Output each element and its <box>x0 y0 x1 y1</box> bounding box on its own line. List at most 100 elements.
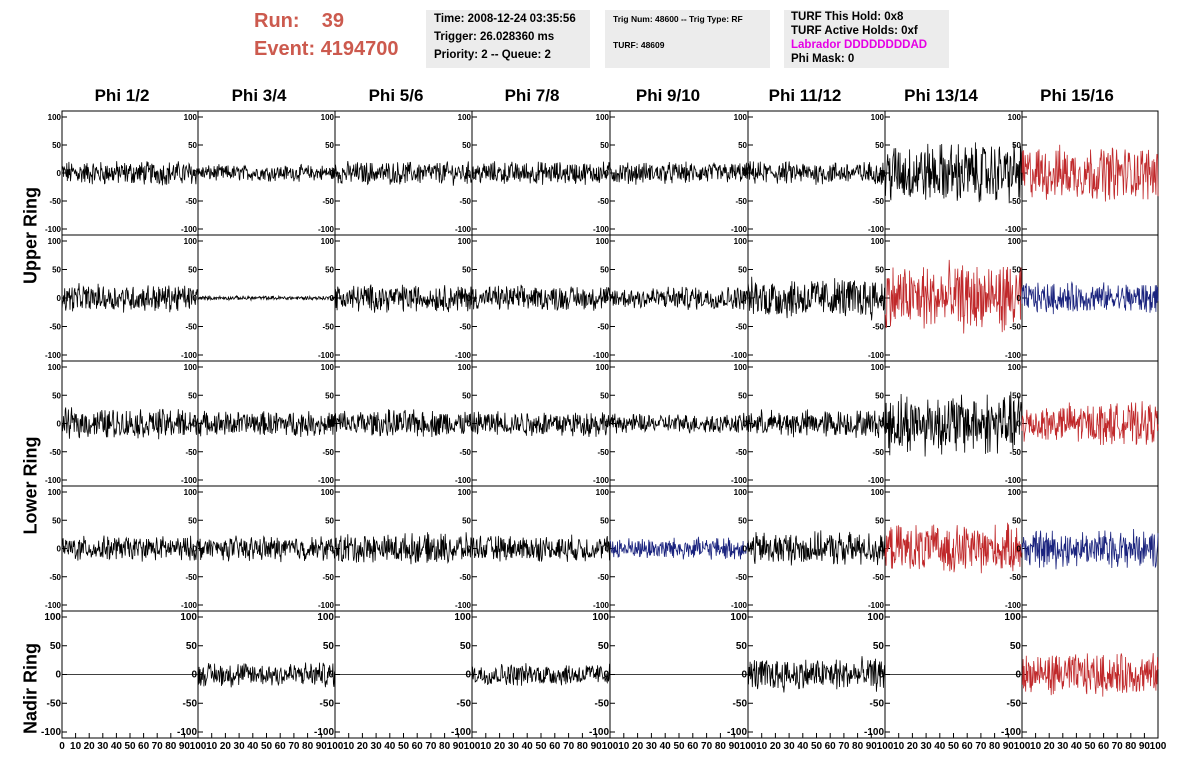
waveform-r4-c1 <box>197 662 336 688</box>
ytick-label-r1-c2-1: 50 <box>325 266 334 275</box>
ytick-label-r4-c2-1: 50 <box>323 641 335 652</box>
ytick-label-r3-c2-0: 100 <box>321 488 335 497</box>
xtick-label-c5-7: 70 <box>838 741 850 752</box>
waveform-r3-c6 <box>884 522 1023 574</box>
xtick-label-c5-5: 50 <box>811 741 823 752</box>
xtick-label-c3-5: 50 <box>535 741 547 752</box>
xtick-label-c5-10: 100 <box>877 741 894 752</box>
ytick-label-r1-c6-4: -100 <box>868 351 885 360</box>
labrador-text: Labrador DDDDDDDDAD <box>791 39 928 51</box>
waveform-r0-c4 <box>609 161 749 185</box>
ytick-label-r0-c4-2: 0 <box>605 169 610 178</box>
ytick-label-r4-c4-0: 100 <box>592 612 609 623</box>
ytick-label-r4-c5-0: 100 <box>730 612 747 623</box>
waveform-r3-c7 <box>1021 528 1159 570</box>
ytick-label-r2-c5-1: 50 <box>738 391 747 400</box>
xtick-label-c2-1: 10 <box>343 741 355 752</box>
ytick-label-r3-c3-1: 50 <box>462 516 471 525</box>
ytick-label-r1-c6-1: 50 <box>875 266 884 275</box>
ytick-label-r3-c0-2: 0 <box>57 545 62 554</box>
ytick-label-r3-c0-4: -100 <box>45 601 62 610</box>
ytick-label-r3-c4-2: 0 <box>605 545 610 554</box>
xtick-label-c1-7: 70 <box>288 741 300 752</box>
ytick-label-r4-c5-3: -50 <box>733 698 748 709</box>
ytick-label-r0-c1-0: 100 <box>184 113 198 122</box>
xtick-label-c6-10: 100 <box>1014 741 1031 752</box>
ytick-label-r1-c0-0: 100 <box>48 237 62 246</box>
run-value: 39 <box>321 10 345 32</box>
waveform-r4-c3 <box>471 663 611 686</box>
phi-mask-text: Phi Mask: 0 <box>791 53 855 65</box>
xtick-label-c7-7: 70 <box>1112 741 1124 752</box>
ytick-label-r0-c3-2: 0 <box>467 169 472 178</box>
xtick-label-c1-5: 50 <box>261 741 273 752</box>
waveform-r1-c3 <box>471 284 611 312</box>
ytick-label-r3-c2-4: -100 <box>318 601 335 610</box>
event-value: 4194700 <box>320 38 399 60</box>
turf-active-text: TURF Active Holds: 0xf <box>791 25 918 37</box>
waveform-r1-c2 <box>334 284 473 313</box>
ytick-label-r0-c2-4: -100 <box>318 225 335 234</box>
ytick-label-r3-c4-4: -100 <box>593 601 610 610</box>
turf-hold-text: TURF This Hold: 0x8 <box>791 11 904 23</box>
xtick-label-c3-8: 80 <box>577 741 589 752</box>
ytick-label-r4-c5-1: 50 <box>736 641 748 652</box>
xtick-label-c1-1: 10 <box>206 741 218 752</box>
ytick-label-r0-c4-3: -50 <box>597 197 609 206</box>
turf-text: TURF: 48609 <box>613 40 665 50</box>
xtick-label-c2-6: 60 <box>412 741 424 752</box>
ytick-label-r2-c4-4: -100 <box>593 476 610 485</box>
ytick-label-r4-c3-0: 100 <box>454 612 471 623</box>
trig-info-box: Trig Num: 48600 -- Trig Type: RF TURF: 4… <box>605 10 770 68</box>
ytick-label-r2-c4-3: -50 <box>597 448 609 457</box>
ytick-label-r3-c3-2: 0 <box>467 545 472 554</box>
ytick-label-r0-c7-3: -50 <box>1009 197 1021 206</box>
xtick-label-c4-7: 70 <box>701 741 713 752</box>
xtick-label-c3-3: 30 <box>508 741 520 752</box>
ytick-label-r1-c5-3: -50 <box>735 323 747 332</box>
ytick-label-r1-c7-2: 0 <box>1017 294 1022 303</box>
xtick-label-c5-4: 40 <box>797 741 809 752</box>
ytick-label-r2-c0-1: 50 <box>52 391 61 400</box>
ytick-label-r3-c6-4: -100 <box>868 601 885 610</box>
xtick-label-c0-8: 80 <box>165 741 177 752</box>
waveform-r0-c2 <box>334 161 473 186</box>
xtick-label-c4-8: 80 <box>715 741 727 752</box>
xtick-label-c3-10: 100 <box>602 741 619 752</box>
ytick-label-r0-c7-0: 100 <box>1008 113 1022 122</box>
ytick-label-r1-c3-0: 100 <box>458 237 472 246</box>
ytick-label-r2-c2-2: 0 <box>330 420 335 429</box>
xtick-label-c5-2: 20 <box>770 741 782 752</box>
ytick-label-r1-c6-2: 0 <box>880 294 885 303</box>
ytick-label-r4-c3-1: 50 <box>460 641 472 652</box>
waveform-r0-c3 <box>471 161 611 185</box>
ytick-label-r1-c4-3: -50 <box>597 323 609 332</box>
xtick-label-c4-4: 40 <box>660 741 672 752</box>
ytick-label-r4-c6-3: -50 <box>870 698 885 709</box>
ytick-label-r0-c3-3: -50 <box>459 197 471 206</box>
ytick-label-r1-c4-4: -100 <box>593 351 610 360</box>
ytick-label-r4-c0-3: -50 <box>47 698 62 709</box>
ytick-label-r4-c2-2: 0 <box>328 670 334 681</box>
ytick-label-r1-c6-0: 100 <box>871 237 885 246</box>
xtick-label-c4-6: 60 <box>687 741 699 752</box>
waveform-r2-c2 <box>334 409 473 438</box>
xtick-label-c0-1: 10 <box>70 741 82 752</box>
ytick-label-r3-c4-0: 100 <box>596 488 610 497</box>
ytick-label-r3-c5-0: 100 <box>734 488 748 497</box>
ytick-label-r0-c2-3: -50 <box>322 197 334 206</box>
ytick-label-r4-c5-4: -100 <box>727 727 747 738</box>
ytick-label-r2-c3-1: 50 <box>462 391 471 400</box>
ytick-label-r0-c6-2: 0 <box>880 169 885 178</box>
ytick-label-r3-c6-3: -50 <box>872 573 884 582</box>
ytick-label-r0-c0-0: 100 <box>48 113 62 122</box>
ytick-label-r3-c4-3: -50 <box>597 573 609 582</box>
ytick-label-r2-c2-1: 50 <box>325 391 334 400</box>
ytick-label-r2-c5-4: -100 <box>731 476 748 485</box>
xtick-label-c5-1: 10 <box>756 741 768 752</box>
xtick-label-c2-8: 80 <box>439 741 451 752</box>
waveform-r3-c3 <box>471 534 611 562</box>
ytick-label-r2-c1-0: 100 <box>184 363 198 372</box>
event-line: Event: 4194700 <box>254 38 399 61</box>
ytick-label-r2-c2-4: -100 <box>318 476 335 485</box>
